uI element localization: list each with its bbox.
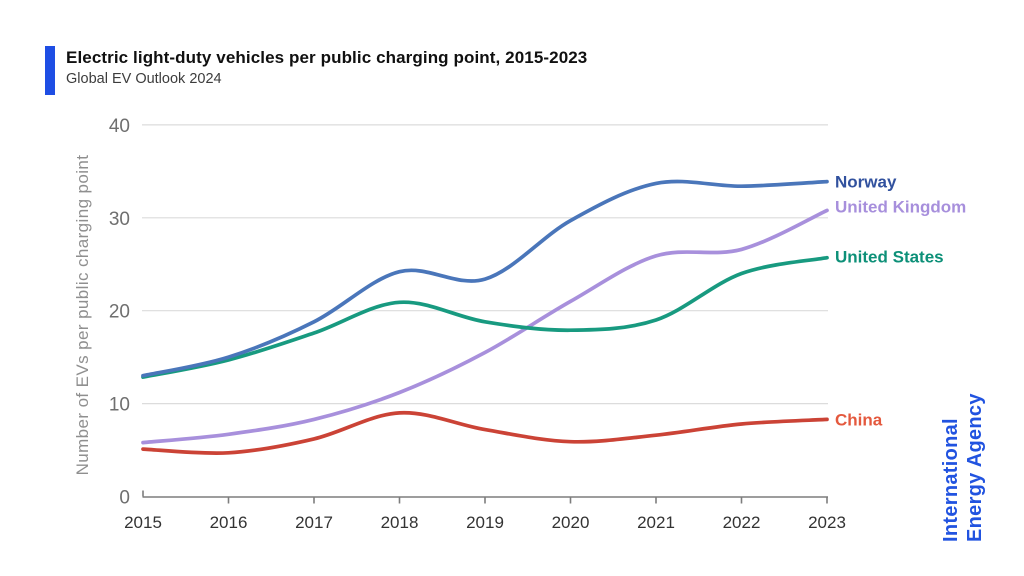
x-tick-label: 2018 <box>381 513 419 532</box>
x-tick-label: 2017 <box>295 513 333 532</box>
x-tick-label: 2021 <box>637 513 675 532</box>
branding-line-2: Energy Agency <box>964 393 986 542</box>
x-tick-label: 2016 <box>210 513 248 532</box>
series-line-united-kingdom <box>141 208 829 445</box>
series-label-united-states: United States <box>835 248 944 267</box>
series-label-norway: Norway <box>835 173 897 192</box>
y-tick-label: 10 <box>109 395 130 416</box>
x-tick-label: 2023 <box>808 513 846 532</box>
y-tick-label: 0 <box>119 488 130 509</box>
series-line-china <box>141 410 829 455</box>
iea-branding: International Energy Agency <box>940 393 986 542</box>
x-tick-label: 2022 <box>723 513 761 532</box>
series-line-united-states <box>141 255 829 379</box>
page-subtitle: Global EV Outlook 2024 <box>66 71 222 88</box>
y-tick-label: 40 <box>109 116 130 137</box>
x-tick-label: 2019 <box>466 513 504 532</box>
y-tick-label: 30 <box>109 209 130 230</box>
x-tick-label: 2015 <box>124 513 162 532</box>
y-tick-label: 20 <box>109 302 130 323</box>
y-axis-title: Number of EVs per public charging point <box>73 155 92 476</box>
title-block: Electric light-duty vehicles per public … <box>66 46 587 87</box>
page-title: Electric light-duty vehicles per public … <box>66 48 588 67</box>
chart-header: Electric light-duty vehicles per public … <box>45 46 587 95</box>
branding-line-1: International <box>940 418 962 542</box>
series-line-norway <box>141 179 829 378</box>
series-label-china: China <box>835 410 883 429</box>
accent-bar <box>45 46 55 95</box>
series-label-united-kingdom: United Kingdom <box>835 197 966 216</box>
x-tick-label: 2020 <box>552 513 590 532</box>
